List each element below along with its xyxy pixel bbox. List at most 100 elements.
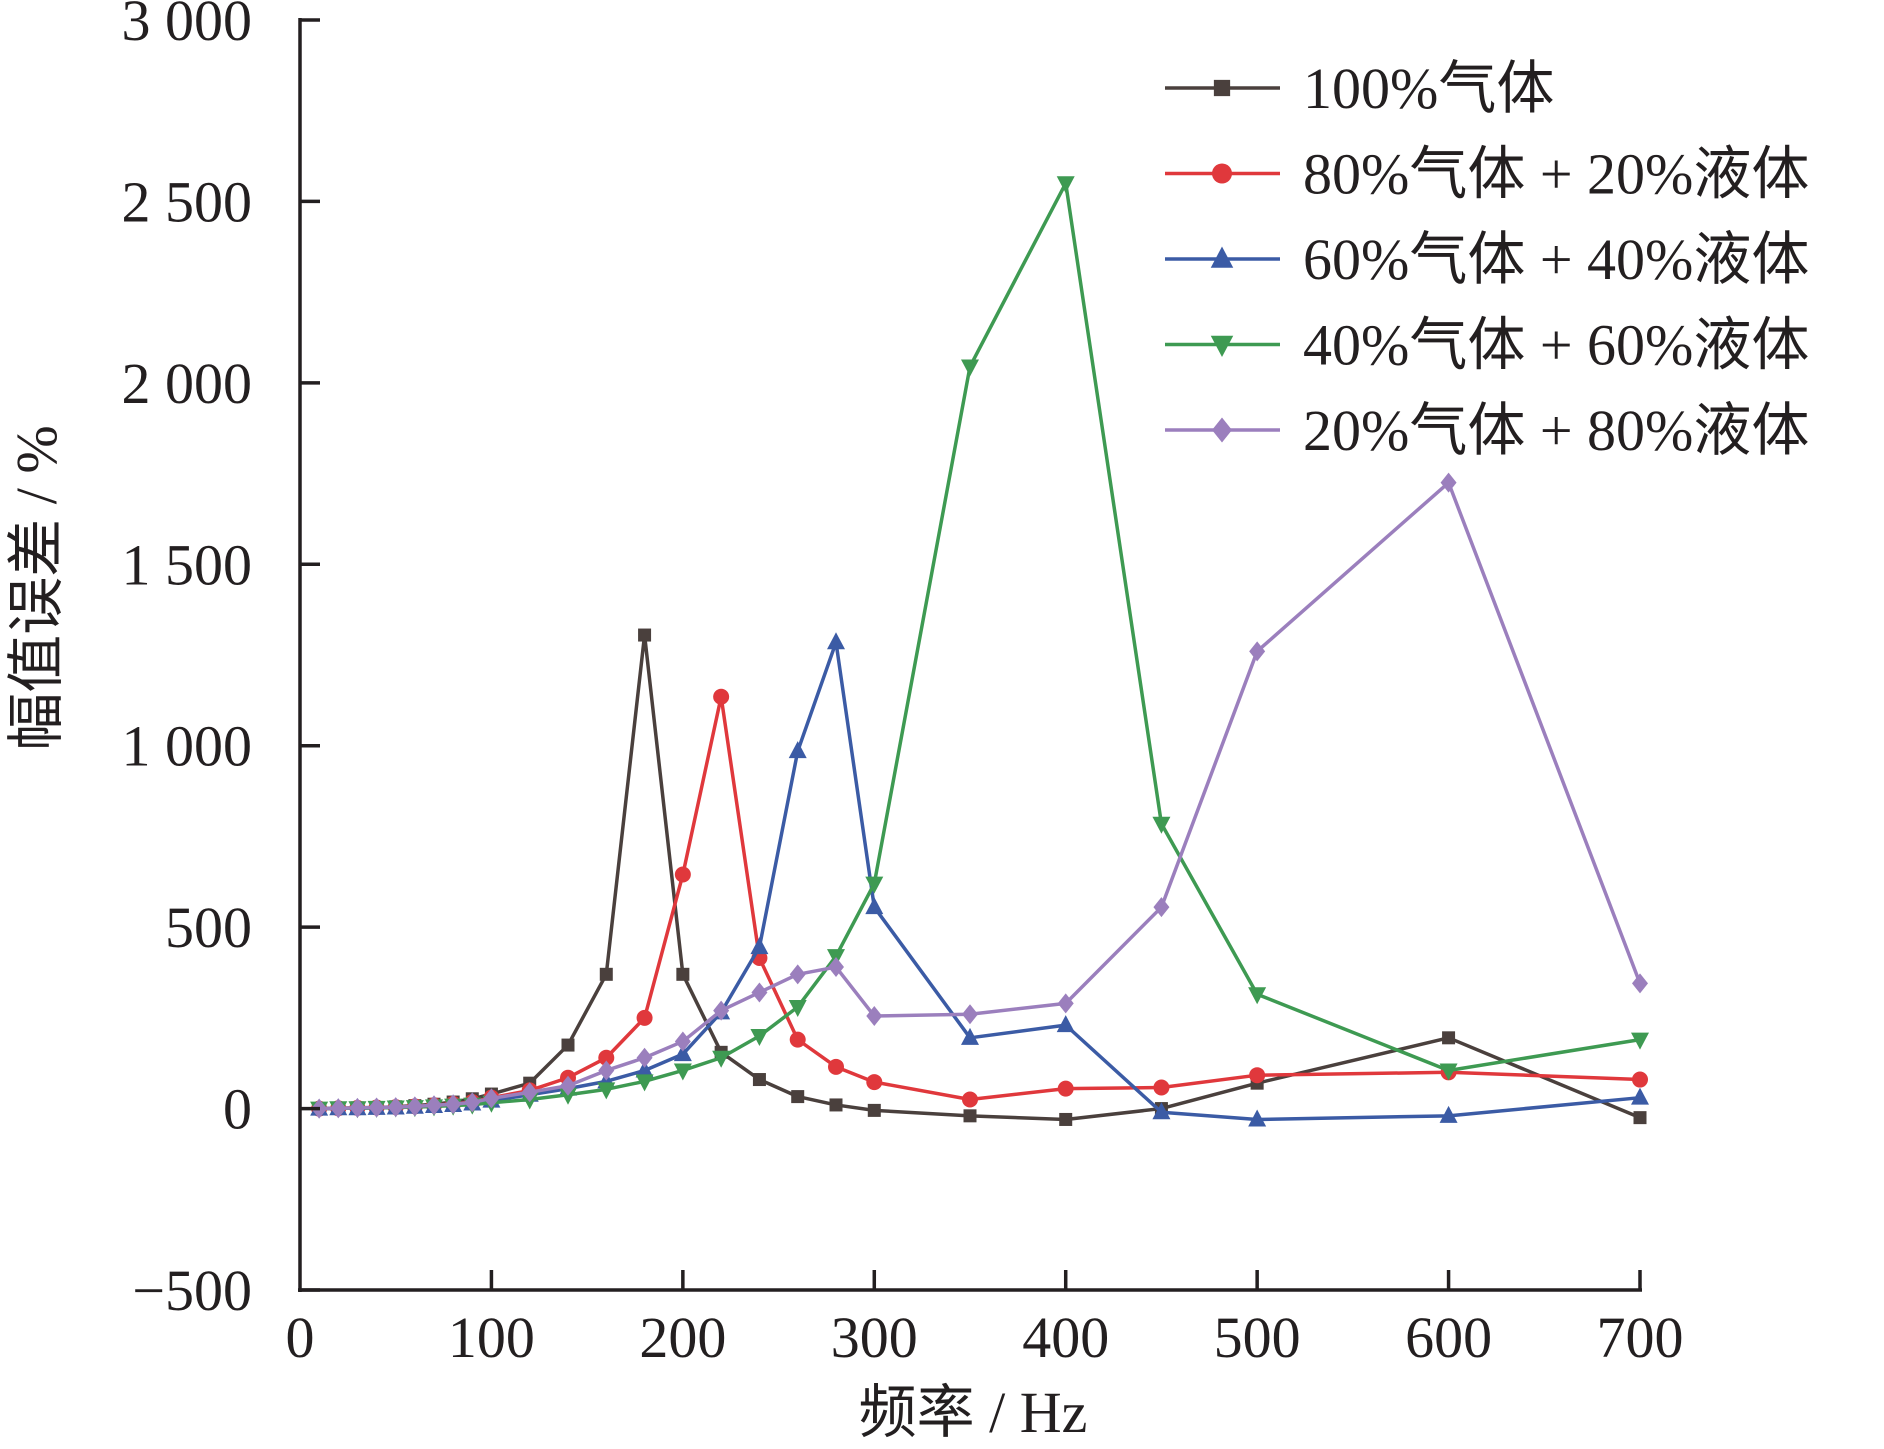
x-tick-label: 500: [1214, 1305, 1301, 1370]
data-point: [752, 1073, 766, 1087]
x-tick-label: 0: [286, 1305, 315, 1370]
legend: 100%气体 80%气体 + 20%液体 60%气体 + 40%液体 40%气体 + …: [1165, 56, 1809, 463]
x-tick-label: 600: [1405, 1305, 1492, 1370]
data-point: [464, 1092, 481, 1113]
data-point: [368, 1097, 385, 1118]
data-point: [713, 688, 730, 705]
data-point: [867, 1103, 881, 1117]
y-tick-label: 1 000: [122, 714, 253, 779]
legend-marker: [1213, 79, 1231, 97]
data-point: [1440, 472, 1457, 493]
x-tick-label: 300: [831, 1305, 918, 1370]
data-point: [638, 628, 652, 642]
data-point: [791, 1090, 805, 1104]
data-point: [1249, 1067, 1266, 1084]
data-point: [426, 1095, 442, 1116]
data-point: [598, 1060, 615, 1081]
data-point: [1152, 1102, 1171, 1120]
y-axis-title: 幅值误差 / %: [4, 425, 69, 750]
data-point: [598, 1049, 615, 1066]
series-line: [319, 633, 1641, 1122]
legend-entry: 80%气体 + 20%液体: [1165, 142, 1809, 207]
data-point: [1248, 1109, 1267, 1127]
data-point: [561, 1038, 575, 1052]
data-point: [636, 1009, 653, 1026]
y-tick-label: −500: [132, 1258, 252, 1323]
y-tick-label: 1 500: [122, 532, 253, 597]
legend-entry: 100%气体: [1165, 56, 1554, 121]
data-point: [961, 1027, 979, 1045]
data-point: [406, 1096, 423, 1117]
x-ticks: 0 100 200 300 400 500 600 700: [286, 1270, 1684, 1370]
data-point: [1056, 176, 1075, 194]
axes: −500 0 500 1 000 1 500 2 000 2 500 3 000 0 100 20…: [122, 0, 1684, 1370]
legend-label: 60%气体 + 40%液体: [1303, 227, 1809, 292]
legend-entry: 60%气体 + 40%液体: [1165, 227, 1809, 292]
data-point: [521, 1082, 538, 1103]
x-axis-title: 频率 / Hz: [859, 1380, 1088, 1445]
legend-label: 100%气体: [1303, 56, 1554, 121]
y-tick-label: 3 000: [122, 0, 253, 53]
data-point: [1056, 1015, 1075, 1033]
data-point: [866, 1074, 883, 1091]
data-point: [636, 1047, 653, 1068]
data-point: [1631, 1087, 1649, 1105]
data-point: [750, 937, 769, 955]
data-point: [1439, 1063, 1458, 1081]
data-point: [788, 999, 807, 1017]
data-point: [865, 897, 884, 915]
series-line: [319, 694, 1641, 1111]
legend-marker: [1212, 417, 1232, 443]
series-1: [312, 628, 1647, 1126]
y-tick-label: 2 500: [122, 169, 253, 234]
series-2: [311, 688, 1648, 1117]
legend-label: 40%气体 + 60%液体: [1303, 313, 1809, 378]
y-tick-label: 0: [223, 1077, 252, 1142]
data-point: [713, 1000, 730, 1021]
data-point: [1153, 1079, 1170, 1096]
x-tick-label: 100: [448, 1305, 535, 1370]
data-point: [866, 1006, 883, 1027]
data-point: [1633, 1111, 1647, 1125]
series-5: [311, 472, 1648, 1119]
data-point: [674, 1031, 691, 1052]
data-point: [1632, 973, 1648, 994]
data-point: [599, 967, 613, 981]
data-point: [962, 1091, 978, 1108]
legend-label: 20%气体 + 80%液体: [1303, 398, 1809, 463]
data-point: [1442, 1031, 1456, 1045]
data-point: [1153, 897, 1170, 918]
data-point: [789, 1031, 806, 1048]
data-point: [865, 876, 884, 894]
legend-marker: [1210, 246, 1234, 268]
series-line: [319, 480, 1642, 1111]
data-point: [483, 1088, 500, 1109]
data-point: [387, 1097, 404, 1118]
data-point: [330, 1098, 347, 1119]
data-point: [1632, 1071, 1648, 1088]
data-point: [349, 1097, 366, 1118]
data-point: [963, 1109, 977, 1123]
legend-marker: [1210, 335, 1234, 357]
data-point: [597, 1082, 616, 1100]
data-point: [1059, 1112, 1073, 1126]
data-point: [1249, 641, 1266, 662]
data-point: [1631, 1032, 1649, 1050]
y-ticks: −500 0 500 1 000 1 500 2 000 2 500 3 000: [122, 0, 320, 1323]
legend-entry: 20%气体 + 80%液体: [1165, 398, 1809, 463]
data-point: [445, 1094, 462, 1115]
data-point: [827, 632, 845, 650]
data-point: [829, 1098, 843, 1112]
data-point: [635, 1060, 654, 1078]
data-point: [1248, 987, 1267, 1005]
data-point: [676, 967, 690, 981]
data-point: [788, 741, 807, 759]
x-tick-label: 400: [1022, 1305, 1109, 1370]
series-layer: [310, 176, 1649, 1127]
y-tick-label: 500: [165, 895, 252, 960]
x-tick-label: 200: [639, 1305, 726, 1370]
data-point: [673, 1044, 692, 1062]
y-tick-label: 2 000: [122, 351, 253, 416]
series-3: [310, 632, 1649, 1127]
